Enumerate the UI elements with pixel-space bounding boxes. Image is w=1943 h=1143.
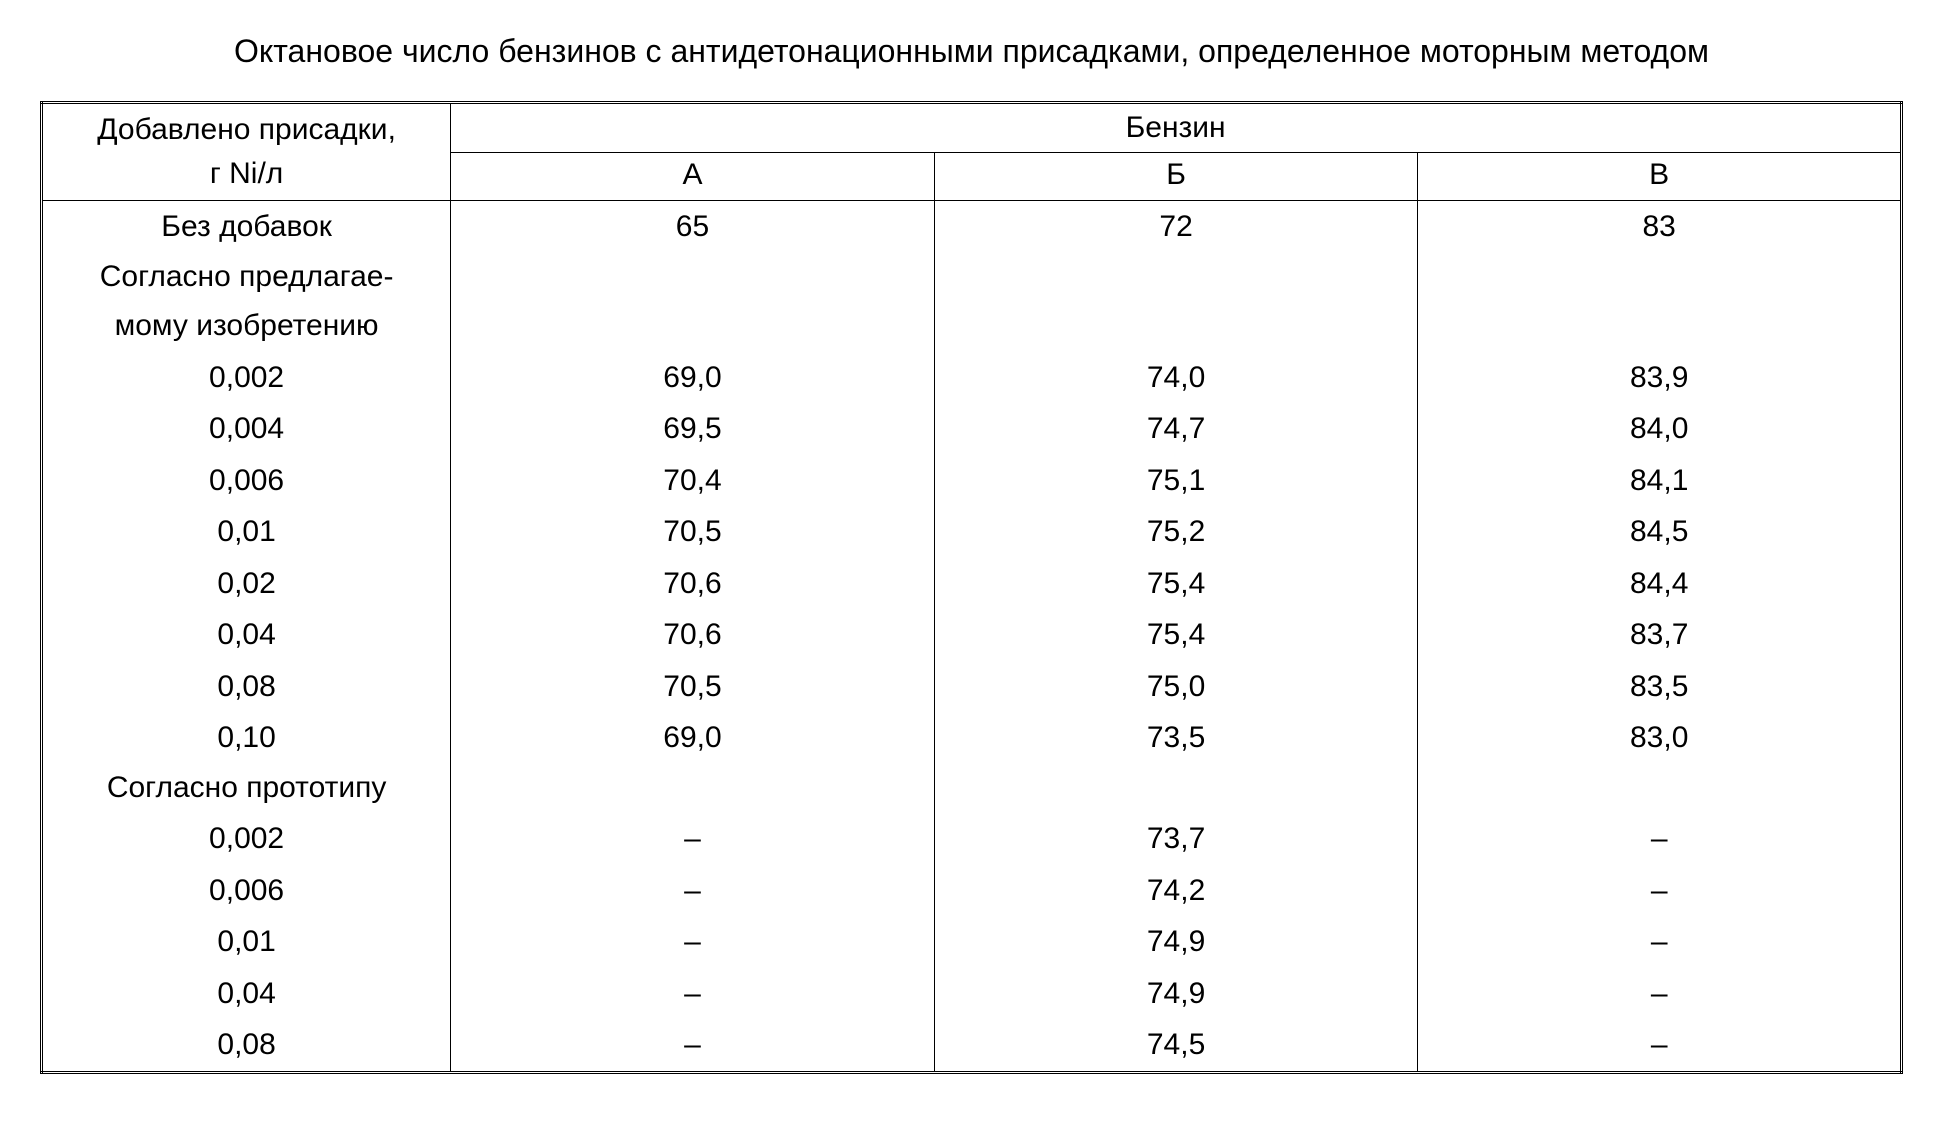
row-label: 0,006 (42, 865, 451, 917)
cell-c (1418, 302, 1902, 352)
row-label: 0,006 (42, 455, 451, 507)
cell-b (934, 764, 1418, 814)
cell-b: 74,7 (934, 403, 1418, 455)
cell-b: 74,9 (934, 916, 1418, 968)
row-label: 0,08 (42, 661, 451, 713)
table-row: 0,01–74,9– (42, 916, 1902, 968)
cell-a (451, 253, 935, 303)
octane-table: Добавлено присадки, г Ni/л Бензин А Б В … (40, 101, 1903, 1074)
cell-a: – (451, 916, 935, 968)
cell-c: – (1418, 865, 1902, 917)
table-row: 0,0470,675,483,7 (42, 609, 1902, 661)
table-row: 0,00269,074,083,9 (42, 352, 1902, 404)
cell-c: – (1418, 968, 1902, 1020)
cell-a: – (451, 813, 935, 865)
header-additive-line1: Добавлено присадки, (97, 113, 396, 146)
cell-c: 83,7 (1418, 609, 1902, 661)
cell-a: 69,5 (451, 403, 935, 455)
table-row: 0,0870,575,083,5 (42, 661, 1902, 713)
cell-a: 69,0 (451, 352, 935, 404)
table-row: Согласно предлагае- (42, 253, 1902, 303)
cell-c: 83,5 (1418, 661, 1902, 713)
cell-b (934, 253, 1418, 303)
row-label: 0,02 (42, 558, 451, 610)
cell-c: 84,4 (1418, 558, 1902, 610)
cell-a: 70,5 (451, 506, 935, 558)
header-additive-line2: г Ni/л (210, 157, 283, 190)
cell-a (451, 302, 935, 352)
cell-c (1418, 764, 1902, 814)
cell-a: 70,4 (451, 455, 935, 507)
cell-a: – (451, 1019, 935, 1072)
table-row: Согласно прототипу (42, 764, 1902, 814)
row-label: 0,08 (42, 1019, 451, 1072)
header-col-c: В (1418, 152, 1902, 201)
row-label: 0,04 (42, 609, 451, 661)
row-label: 0,10 (42, 712, 451, 764)
table-row: Без добавок657283 (42, 201, 1902, 253)
cell-b: 75,4 (934, 558, 1418, 610)
table-row: 0,1069,073,583,0 (42, 712, 1902, 764)
cell-c: 84,1 (1418, 455, 1902, 507)
cell-c: – (1418, 916, 1902, 968)
cell-b: 74,5 (934, 1019, 1418, 1072)
cell-a: 70,6 (451, 609, 935, 661)
table-row: 0,0270,675,484,4 (42, 558, 1902, 610)
cell-b (934, 302, 1418, 352)
cell-c (1418, 253, 1902, 303)
cell-b: 73,5 (934, 712, 1418, 764)
cell-b: 74,9 (934, 968, 1418, 1020)
row-label: Согласно прототипу (42, 764, 451, 814)
row-label: мому изобретению (42, 302, 451, 352)
cell-a: 69,0 (451, 712, 935, 764)
table-row: 0,00670,475,184,1 (42, 455, 1902, 507)
cell-a: 65 (451, 201, 935, 253)
table-header: Добавлено присадки, г Ni/л Бензин А Б В (42, 103, 1902, 201)
table-row: 0,08–74,5– (42, 1019, 1902, 1072)
cell-a: – (451, 865, 935, 917)
cell-c: – (1418, 813, 1902, 865)
table-row: 0,006–74,2– (42, 865, 1902, 917)
cell-c: 84,0 (1418, 403, 1902, 455)
header-col-a: А (451, 152, 935, 201)
page-title: Октановое число бензинов с антидетонацио… (40, 30, 1903, 73)
header-col-b: Б (934, 152, 1418, 201)
row-label: 0,01 (42, 916, 451, 968)
cell-c: 83,0 (1418, 712, 1902, 764)
cell-c: 84,5 (1418, 506, 1902, 558)
cell-a: 70,5 (451, 661, 935, 713)
cell-b: 74,0 (934, 352, 1418, 404)
table-body: Без добавок657283Согласно предлагае-мому… (42, 201, 1902, 1073)
cell-b: 75,2 (934, 506, 1418, 558)
header-gasoline-group: Бензин (451, 103, 1902, 153)
header-additive: Добавлено присадки, г Ni/л (42, 103, 451, 201)
cell-a: – (451, 968, 935, 1020)
cell-b: 72 (934, 201, 1418, 253)
table-row: 0,00469,574,784,0 (42, 403, 1902, 455)
table-row: 0,002–73,7– (42, 813, 1902, 865)
row-label: Без добавок (42, 201, 451, 253)
row-label: 0,004 (42, 403, 451, 455)
cell-b: 75,4 (934, 609, 1418, 661)
row-label: Согласно предлагае- (42, 253, 451, 303)
cell-c: – (1418, 1019, 1902, 1072)
table-row: 0,0170,575,284,5 (42, 506, 1902, 558)
cell-b: 74,2 (934, 865, 1418, 917)
table-row: мому изобретению (42, 302, 1902, 352)
table-row: 0,04–74,9– (42, 968, 1902, 1020)
cell-b: 75,0 (934, 661, 1418, 713)
row-label: 0,01 (42, 506, 451, 558)
cell-a: 70,6 (451, 558, 935, 610)
cell-c: 83 (1418, 201, 1902, 253)
row-label: 0,002 (42, 352, 451, 404)
cell-a (451, 764, 935, 814)
row-label: 0,002 (42, 813, 451, 865)
cell-c: 83,9 (1418, 352, 1902, 404)
cell-b: 73,7 (934, 813, 1418, 865)
cell-b: 75,1 (934, 455, 1418, 507)
row-label: 0,04 (42, 968, 451, 1020)
